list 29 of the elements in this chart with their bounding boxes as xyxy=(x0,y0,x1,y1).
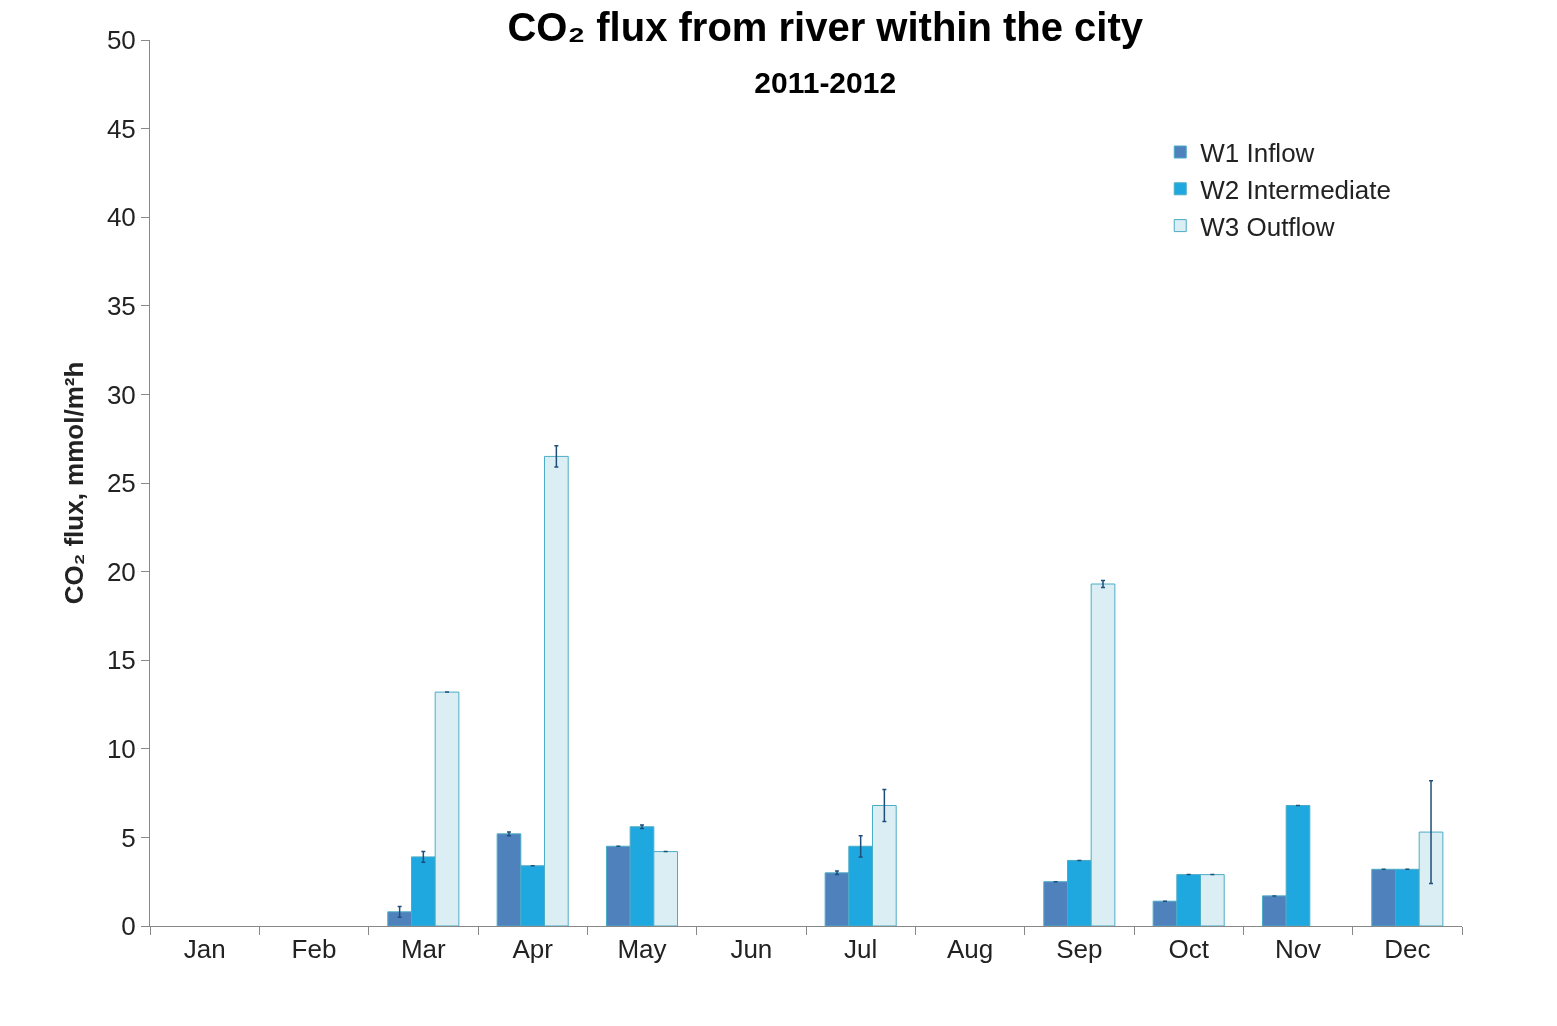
x-tick-label: Aug xyxy=(946,934,994,965)
x-tick-label: Jan xyxy=(183,934,226,965)
legend-label: W2 Intermediate xyxy=(1200,174,1391,205)
y-tick-label: 10 xyxy=(106,733,136,764)
x-tick-label: Nov xyxy=(1274,934,1322,965)
legend-label: W3 Outflow xyxy=(1200,211,1335,242)
y-tick-label: 25 xyxy=(106,468,136,499)
y-tick-label: 0 xyxy=(121,911,136,942)
x-tick-label: Dec xyxy=(1384,934,1431,965)
x-tick-label: May xyxy=(617,934,667,965)
y-tick-label: 50 xyxy=(106,25,136,56)
x-tick-label: Feb xyxy=(291,934,337,965)
x-tick-label: Mar xyxy=(400,934,447,965)
y-tick-label: 45 xyxy=(106,113,136,144)
chart-title: CO₂ flux from river within the city xyxy=(507,5,1144,50)
y-tick-label: 5 xyxy=(121,822,136,853)
y-tick-label: 20 xyxy=(106,556,136,587)
legend-label: W1 Inflow xyxy=(1200,138,1315,169)
y-tick-label: 30 xyxy=(106,379,136,410)
x-tick-label: Oct xyxy=(1168,934,1210,965)
x-tick-label: Jul xyxy=(844,934,878,965)
text: 2011-2012 xyxy=(754,66,897,100)
y-tick-label: 35 xyxy=(106,290,136,321)
y-tick-label: 40 xyxy=(106,202,136,233)
y-tick-label: 15 xyxy=(106,645,136,676)
x-tick-label: Sep xyxy=(1056,934,1103,965)
x-tick-label: Apr xyxy=(512,934,554,965)
y-axis-title: CO₂ flux, mmol/m²h xyxy=(59,361,90,605)
x-tick-label: Jun xyxy=(730,934,773,965)
